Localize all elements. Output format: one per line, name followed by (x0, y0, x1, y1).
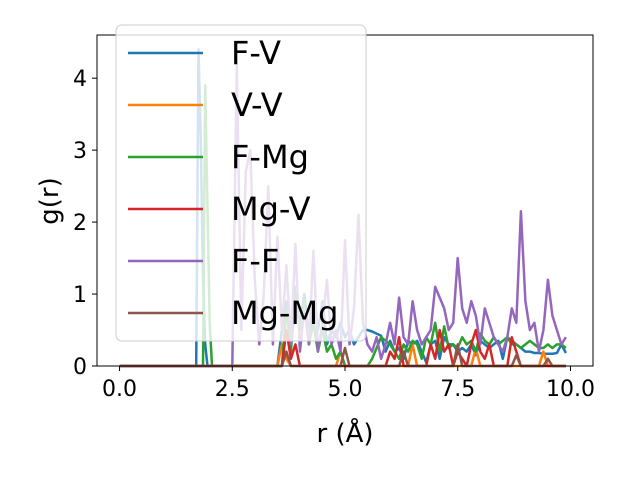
legend-label-f-f: F-F (231, 242, 279, 280)
y-tick-label: 2 (73, 211, 87, 236)
x-axis: 0.0 2.5 5.0 7.5 10.0 (102, 366, 595, 402)
legend-label-mg-mg: Mg-Mg (231, 294, 338, 332)
x-tick-label: 10.0 (546, 377, 595, 402)
x-axis-label: r (Å) (316, 417, 373, 449)
legend-label-f-v: F-V (231, 34, 281, 72)
y-tick-label: 4 (73, 67, 87, 92)
y-axis: 0 1 2 3 4 (73, 67, 97, 380)
y-tick-label: 3 (73, 139, 87, 164)
y-tick-label: 1 (73, 283, 87, 308)
legend: F-V V-V F-Mg Mg-V F-F Mg-Mg (115, 24, 367, 342)
x-tick-label: 0.0 (102, 377, 137, 402)
y-axis-label: g(r) (35, 177, 65, 224)
x-tick-label: 5.0 (328, 377, 363, 402)
y-tick-label: 0 (73, 355, 87, 380)
x-tick-label: 2.5 (215, 377, 250, 402)
legend-label-f-mg: F-Mg (231, 138, 309, 176)
legend-label-mg-v: Mg-V (231, 190, 311, 228)
x-tick-label: 7.5 (440, 377, 475, 402)
legend-label-v-v: V-V (231, 86, 283, 124)
